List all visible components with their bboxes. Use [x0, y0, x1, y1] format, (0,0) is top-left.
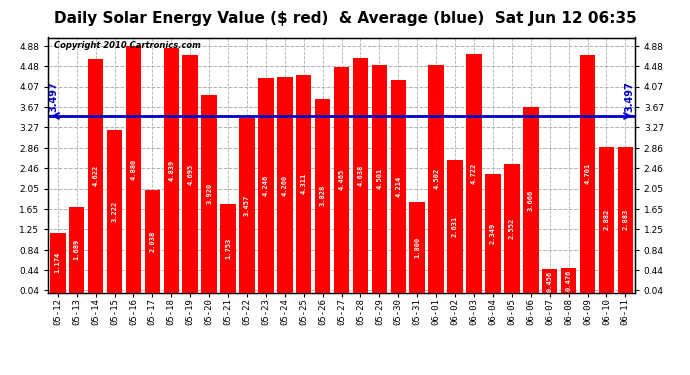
- Bar: [409, 202, 425, 292]
- Bar: [599, 147, 614, 292]
- Bar: [50, 233, 66, 292]
- Bar: [182, 56, 198, 292]
- Bar: [447, 160, 463, 292]
- Bar: [580, 55, 595, 292]
- Text: 4.502: 4.502: [433, 168, 439, 189]
- Bar: [391, 80, 406, 292]
- Text: 3.920: 3.920: [206, 183, 212, 204]
- Bar: [107, 130, 122, 292]
- Text: 3.666: 3.666: [528, 189, 534, 211]
- Text: 2.349: 2.349: [490, 223, 496, 244]
- Text: 3.457: 3.457: [244, 195, 250, 216]
- Text: 2.552: 2.552: [509, 217, 515, 239]
- Text: 4.622: 4.622: [92, 165, 99, 186]
- Bar: [428, 65, 444, 292]
- Bar: [466, 54, 482, 292]
- Text: 4.880: 4.880: [130, 159, 137, 180]
- Text: 4.695: 4.695: [187, 164, 193, 184]
- Bar: [561, 268, 576, 292]
- Bar: [542, 270, 558, 292]
- Text: 4.311: 4.311: [301, 173, 307, 194]
- Text: 0.456: 0.456: [546, 270, 553, 292]
- Text: Copyright 2010 Cartronics.com: Copyright 2010 Cartronics.com: [55, 41, 201, 50]
- Text: 2.882: 2.882: [604, 209, 609, 230]
- Bar: [485, 174, 501, 292]
- Text: 1.753: 1.753: [225, 238, 231, 259]
- Text: 3.828: 3.828: [319, 185, 326, 207]
- Bar: [523, 107, 538, 292]
- Text: 4.214: 4.214: [395, 176, 402, 197]
- Text: 0.476: 0.476: [566, 270, 571, 291]
- Text: 1.800: 1.800: [414, 236, 420, 258]
- Text: 1.689: 1.689: [74, 239, 79, 261]
- Bar: [372, 65, 387, 292]
- Bar: [239, 118, 255, 292]
- Text: 3.497: 3.497: [49, 81, 59, 112]
- Text: 4.246: 4.246: [263, 175, 269, 196]
- Bar: [353, 58, 368, 292]
- Text: 4.638: 4.638: [357, 165, 364, 186]
- Text: 1.174: 1.174: [55, 252, 61, 273]
- Bar: [220, 204, 236, 292]
- Bar: [126, 46, 141, 292]
- Text: Daily Solar Energy Value ($ red)  & Average (blue)  Sat Jun 12 06:35: Daily Solar Energy Value ($ red) & Avera…: [54, 11, 636, 26]
- Text: 4.701: 4.701: [584, 163, 591, 184]
- Text: 4.501: 4.501: [376, 168, 382, 189]
- Text: 4.465: 4.465: [339, 169, 344, 190]
- Text: 3.497: 3.497: [624, 81, 634, 112]
- Bar: [618, 147, 633, 292]
- Bar: [69, 207, 84, 292]
- Text: 2.631: 2.631: [452, 216, 458, 237]
- Bar: [201, 94, 217, 292]
- Bar: [164, 48, 179, 292]
- Text: 4.260: 4.260: [282, 174, 288, 196]
- Bar: [504, 164, 520, 292]
- Text: 4.722: 4.722: [471, 163, 477, 184]
- Text: 4.839: 4.839: [168, 160, 175, 181]
- Bar: [277, 77, 293, 292]
- Text: 3.222: 3.222: [112, 201, 117, 222]
- Bar: [296, 75, 311, 292]
- Bar: [334, 67, 349, 292]
- Bar: [145, 190, 160, 292]
- Text: 2.883: 2.883: [622, 209, 629, 230]
- Text: 2.038: 2.038: [149, 230, 155, 252]
- Bar: [88, 59, 103, 292]
- Bar: [258, 78, 274, 292]
- Bar: [315, 99, 331, 292]
